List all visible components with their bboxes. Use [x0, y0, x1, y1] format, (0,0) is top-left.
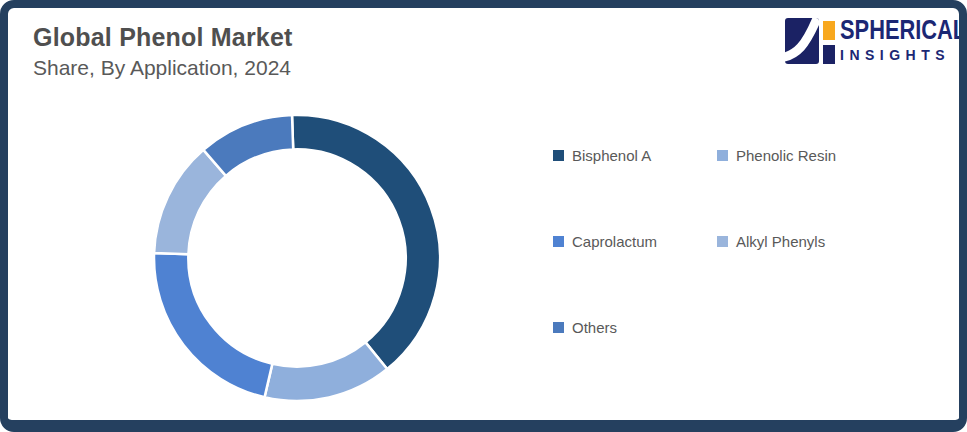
brand-logo: SPHERICAL INSIGHTS [785, 15, 967, 67]
legend-label: Phenolic Resin [736, 147, 836, 164]
legend-item-phenolic-resin: Phenolic Resin [717, 146, 836, 164]
brand-name: SPHERICAL [840, 15, 966, 45]
legend-swatch [553, 322, 564, 333]
chart-header: Global Phenol Market Share, By Applicati… [33, 21, 293, 82]
donut-segment-phenolic-resin [265, 342, 388, 401]
legend-item-others: Others [553, 318, 717, 336]
donut-segment-bisphenol-a [292, 115, 440, 369]
legend-label: Caprolactum [572, 233, 657, 250]
page-subtitle: Share, By Application, 2024 [33, 54, 293, 82]
legend-item-bisphenol-a: Bisphenol A [553, 146, 717, 164]
legend-item-alkyl-phenyls: Alkyl Phenyls [717, 232, 836, 250]
legend-label: Others [572, 319, 617, 336]
donut-segment-caprolactum [154, 253, 272, 397]
legend-label: Alkyl Phenyls [736, 233, 825, 250]
chart-frame: Global Phenol Market Share, By Applicati… [0, 0, 967, 432]
legend-swatch [553, 150, 564, 161]
spherical-insights-logo-icon [785, 15, 835, 67]
donut-segment-alkyl-phenyls [154, 150, 226, 254]
legend-swatch [553, 236, 564, 247]
brand-wordmark: SPHERICAL INSIGHTS [840, 15, 967, 63]
legend-swatch [717, 236, 728, 247]
legend-swatch [717, 150, 728, 161]
page-title: Global Phenol Market [33, 21, 293, 53]
brand-tagline: INSIGHTS [840, 47, 967, 63]
legend-item-caprolactum: Caprolactum [553, 232, 717, 250]
donut-chart [152, 113, 442, 403]
legend-label: Bisphenol A [572, 147, 651, 164]
donut-segment-others [203, 115, 293, 176]
legend: Bisphenol A Phenolic Resin Caprolactum A… [553, 146, 836, 336]
